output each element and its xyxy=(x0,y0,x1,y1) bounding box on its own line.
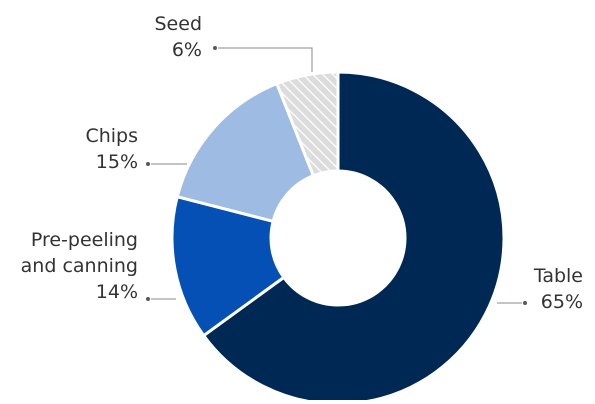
leader-dot-pre-peeling-and-canning xyxy=(146,297,150,301)
leader-dot-seed xyxy=(213,46,217,50)
value-label-seed: 6% xyxy=(172,39,202,61)
leader-dot-table xyxy=(523,301,527,305)
leader-dot-chips xyxy=(146,162,150,166)
slice-table xyxy=(202,70,506,404)
value-label-table: 65% xyxy=(541,291,583,313)
slice-chips xyxy=(175,82,315,223)
slice-label-chips: Chips xyxy=(85,125,138,147)
slice-label-table: Table xyxy=(533,265,583,287)
slice-label-seed: Seed xyxy=(155,13,203,35)
leader-lines-layer xyxy=(146,46,527,305)
value-label-chips: 15% xyxy=(96,151,138,173)
slice-seed xyxy=(275,70,340,178)
slice-label-pre-peeling-and-canning: Pre-peeling xyxy=(31,229,138,251)
leader-line-seed xyxy=(218,47,313,72)
slice-pre-peeling-and-canning xyxy=(170,195,286,338)
labels-layer: Table 65% Pre-peeling and canning 14% Chips 15… xyxy=(21,13,583,313)
slice-label-pre-peeling-and-canning: and canning xyxy=(21,255,138,277)
value-label-pre-peeling-and-canning: 14% xyxy=(96,281,138,303)
slices-layer xyxy=(170,70,506,404)
